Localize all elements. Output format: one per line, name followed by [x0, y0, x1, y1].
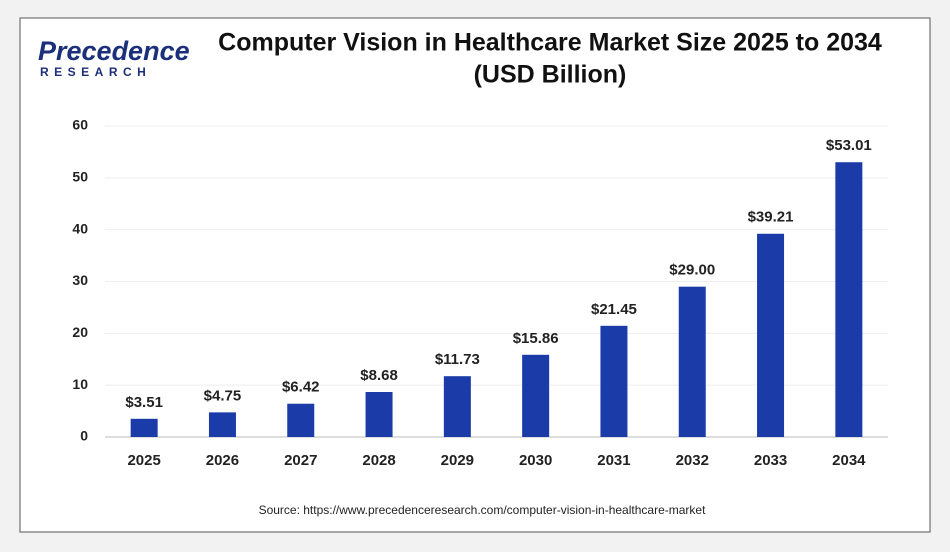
x-tick-label: 2033: [754, 452, 787, 469]
value-label: $39.21: [748, 209, 794, 226]
x-tick-label: 2028: [362, 452, 395, 469]
chart-subtitle: (USD Billion): [474, 61, 627, 89]
chart-title: Computer Vision in Healthcare Market Siz…: [218, 29, 882, 57]
value-label: $11.73: [435, 351, 480, 368]
bar: [522, 354, 550, 437]
source: Source: https://www.precedenceresearch.c…: [259, 503, 707, 517]
x-tick-label: 2032: [676, 452, 709, 469]
x-tick-label: 2025: [127, 452, 160, 469]
bar: [130, 418, 158, 437]
x-tick-label: 2027: [284, 452, 317, 469]
x-tick-label: 2034: [832, 452, 866, 469]
x-tick-label: 2031: [597, 452, 630, 469]
bar: [757, 233, 785, 437]
value-label: $29.00: [669, 262, 715, 279]
bar: [365, 392, 393, 437]
value-label: $15.86: [513, 330, 559, 347]
y-tick-label: 60: [72, 117, 88, 133]
bar: [678, 286, 706, 437]
y-tick-label: 20: [72, 324, 88, 340]
x-tick-label: 2029: [441, 452, 474, 469]
bar: [287, 403, 315, 437]
value-label: $3.51: [125, 394, 163, 411]
y-tick-label: 30: [72, 272, 88, 288]
value-label: $53.01: [826, 137, 872, 154]
bar: [208, 412, 236, 437]
value-label: $8.68: [360, 367, 398, 384]
logo-name: Precedence: [38, 36, 190, 66]
bar: [835, 162, 863, 437]
logo-tagline: RESEARCH: [40, 65, 151, 79]
x-tick-label: 2026: [206, 452, 239, 469]
y-tick-label: 40: [72, 220, 88, 236]
x-tick-label: 2030: [519, 452, 552, 469]
y-tick-label: 0: [80, 428, 88, 444]
bar: [600, 325, 628, 437]
y-tick-label: 10: [72, 376, 88, 392]
value-label: $21.45: [591, 301, 637, 318]
value-label: $6.42: [282, 379, 320, 396]
y-tick-label: 50: [72, 169, 88, 185]
value-label: $4.75: [204, 387, 242, 404]
bar: [443, 376, 471, 437]
